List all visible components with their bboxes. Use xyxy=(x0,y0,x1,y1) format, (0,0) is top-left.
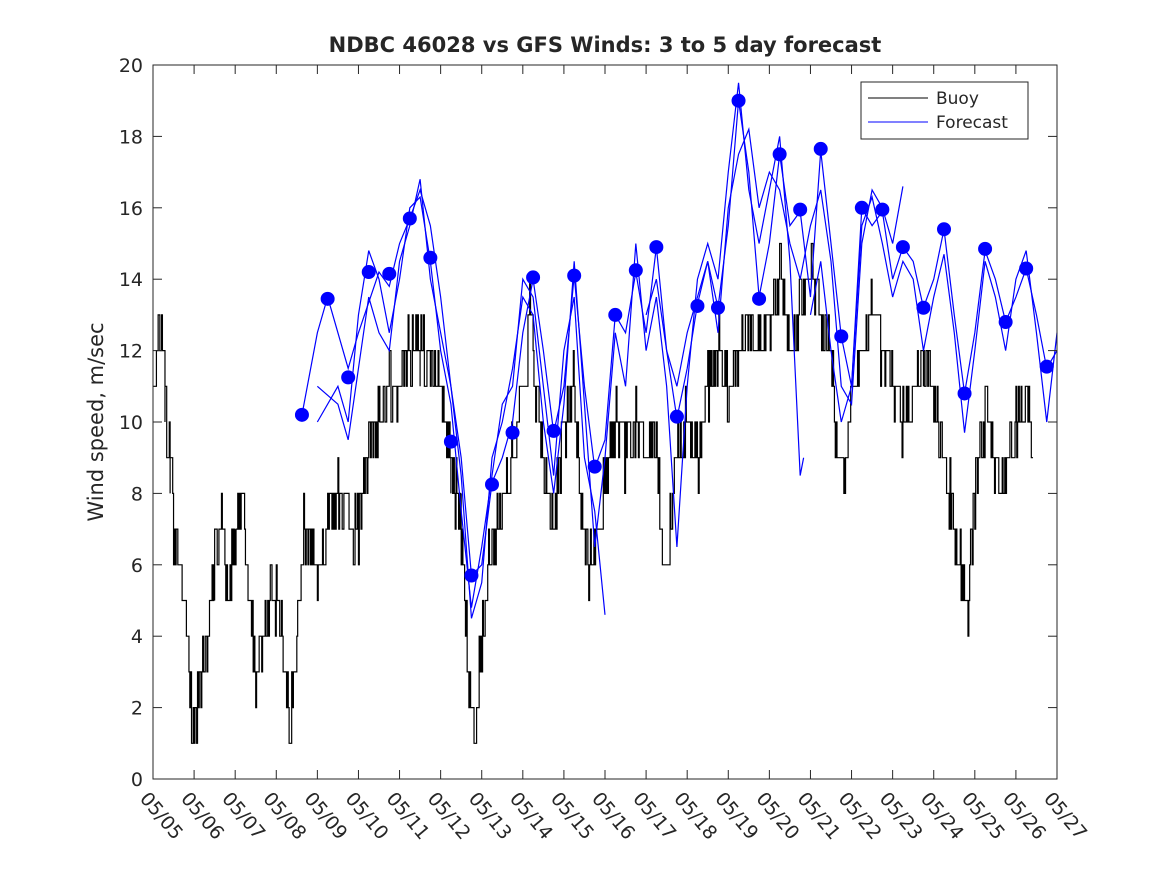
forecast-marker xyxy=(320,291,335,306)
y-tick-label: 20 xyxy=(119,55,143,77)
forecast-marker xyxy=(423,250,438,265)
y-tick-label: 10 xyxy=(119,412,143,434)
forecast-marker xyxy=(526,270,541,285)
forecast-marker xyxy=(505,425,520,440)
forecast-series xyxy=(301,82,1058,619)
y-tick-label: 16 xyxy=(119,198,143,220)
legend-box xyxy=(860,81,1029,140)
forecast-marker xyxy=(957,386,972,401)
forecast-marker xyxy=(464,568,479,583)
legend-forecast-label: Forecast xyxy=(936,113,1008,133)
forecast-marker xyxy=(752,291,767,306)
forecast-marker xyxy=(690,298,705,313)
forecast-marker xyxy=(1019,261,1034,276)
chart-title: NDBC 46028 vs GFS Winds: 3 to 5 day fore… xyxy=(329,33,882,57)
forecast-marker xyxy=(772,147,787,162)
forecast-marker xyxy=(546,423,561,438)
y-axis-label: Wind speed, m/sec xyxy=(84,322,108,521)
forecast-marker xyxy=(793,202,808,217)
forecast-marker xyxy=(485,477,499,492)
y-tick-label: 2 xyxy=(131,698,143,720)
forecast-marker xyxy=(628,263,643,278)
forecast-marker xyxy=(669,409,684,424)
forecast-marker xyxy=(875,202,890,217)
forecast-marker xyxy=(294,407,309,422)
forecast-run-line xyxy=(809,194,1058,433)
forecast-marker xyxy=(587,459,602,474)
forecast-run-line xyxy=(645,126,904,407)
forecast-markers xyxy=(294,93,1054,583)
legend: Buoy Forecast xyxy=(860,81,1029,140)
forecast-marker xyxy=(937,222,951,237)
forecast-marker xyxy=(1039,359,1054,374)
y-tick-label: 4 xyxy=(131,626,143,648)
forecast-marker xyxy=(402,211,417,226)
y-tick-label: 8 xyxy=(131,483,143,505)
forecast-run-line xyxy=(316,195,606,615)
forecast-marker xyxy=(834,329,849,344)
y-tick-label: 0 xyxy=(131,769,143,791)
forecast-marker xyxy=(854,200,869,215)
buoy-line xyxy=(153,242,1034,744)
y-tick-label: 6 xyxy=(131,555,143,577)
forecast-marker xyxy=(978,241,993,256)
forecast-marker xyxy=(711,300,725,315)
plot-area xyxy=(152,64,1058,780)
forecast-marker xyxy=(382,266,397,281)
forecast-marker xyxy=(608,307,623,322)
y-axis-ticks: 0 2 4 6 8 10 12 14 16 18 20 xyxy=(119,55,1057,791)
y-tick-label: 12 xyxy=(119,341,143,363)
forecast-marker xyxy=(649,240,664,255)
forecast-marker xyxy=(361,265,376,280)
legend-buoy-label: Buoy xyxy=(936,89,979,109)
forecast-marker xyxy=(443,434,458,449)
forecast-marker xyxy=(998,315,1013,330)
forecast-marker xyxy=(813,141,828,156)
forecast-marker xyxy=(567,268,582,283)
buoy-series xyxy=(153,242,1034,744)
y-tick-label: 18 xyxy=(119,126,143,148)
forecast-marker xyxy=(731,93,746,108)
y-tick-label: 14 xyxy=(119,269,143,291)
forecast-marker xyxy=(341,370,356,385)
forecast-marker xyxy=(916,300,931,315)
forecast-marker xyxy=(895,240,910,255)
forecast-run-line xyxy=(316,82,805,619)
